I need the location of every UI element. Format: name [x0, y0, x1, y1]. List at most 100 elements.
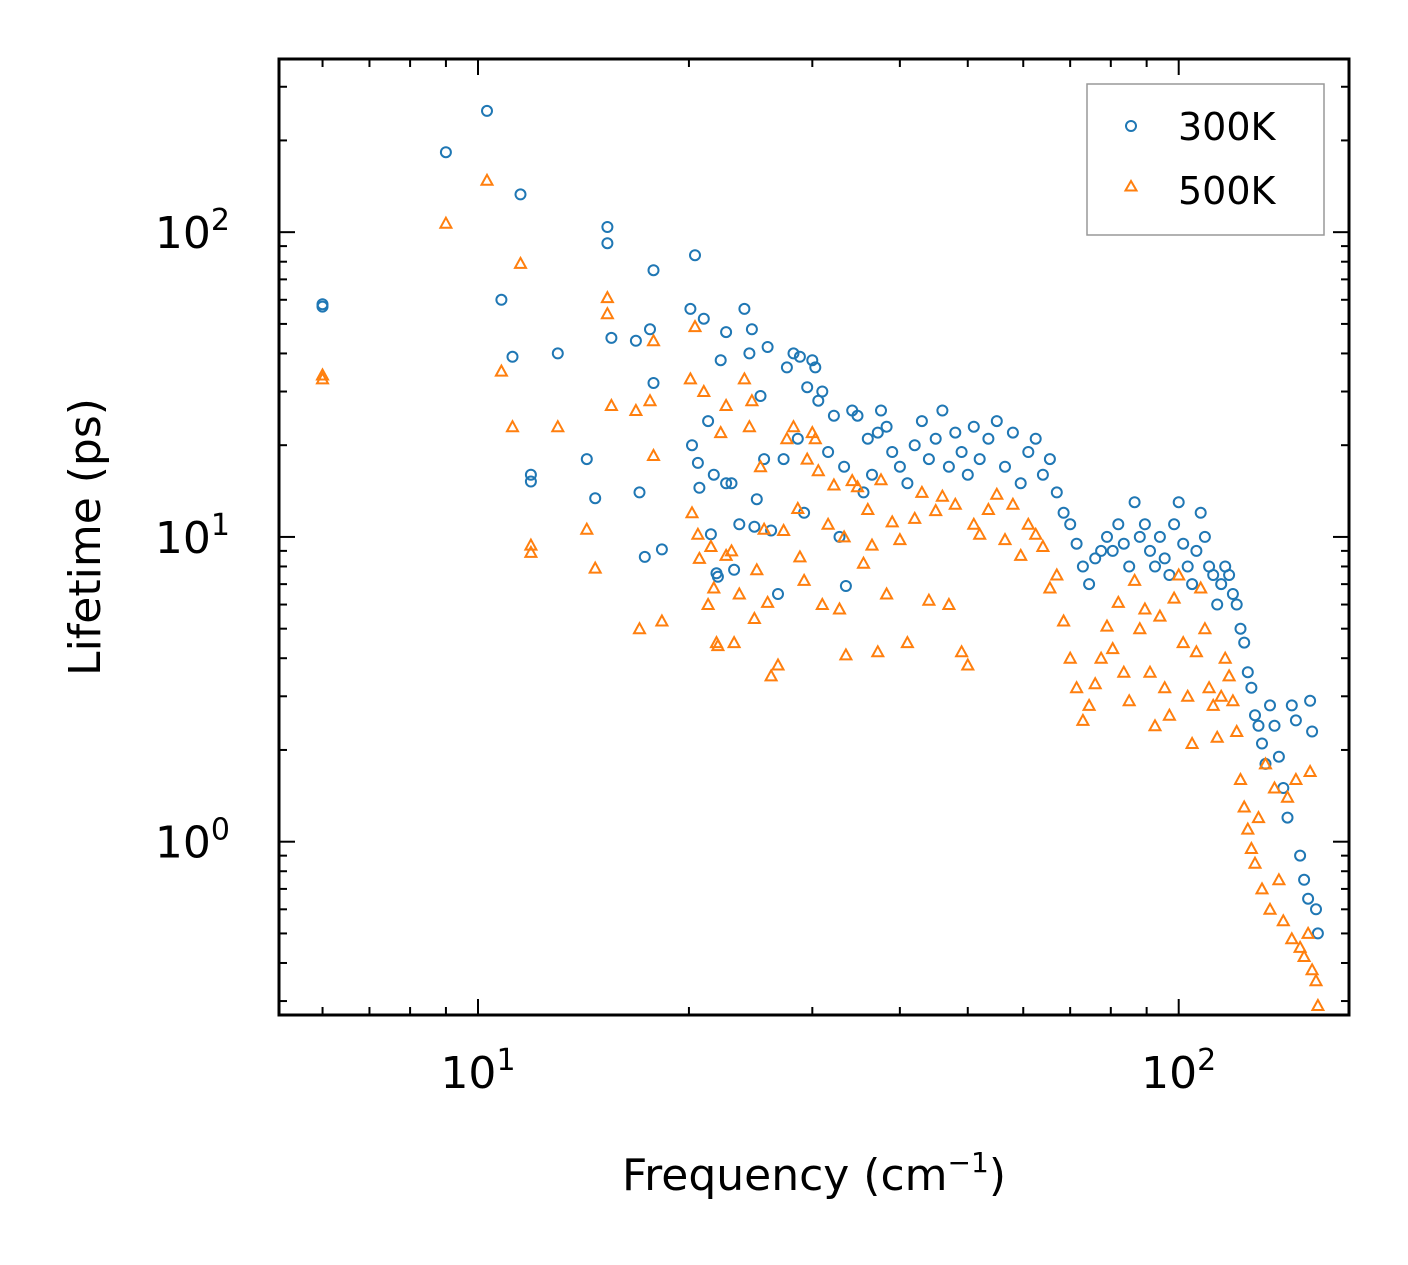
point-300k-102 [1089, 552, 1102, 565]
point-500k-18 [646, 333, 661, 347]
point-500k-151 [1304, 962, 1320, 976]
point-500k-113 [1152, 608, 1168, 622]
point-300k-8 [524, 475, 537, 488]
point-500k-13 [600, 306, 615, 320]
point-500k-14 [604, 397, 619, 411]
point-300k-73 [886, 446, 899, 458]
point-300k-117 [1168, 518, 1181, 531]
point-500k-69 [870, 644, 885, 658]
legend-300k-label: 300K [1178, 105, 1277, 149]
point-300k-34 [720, 326, 733, 339]
point-300k-63 [838, 460, 851, 473]
point-500k-130 [1225, 693, 1241, 707]
point-300k-57 [809, 361, 822, 374]
point-300k-12 [601, 221, 614, 233]
point-300k-148 [1294, 849, 1307, 862]
point-300k-30 [707, 468, 720, 481]
point-500k-146 [1288, 771, 1304, 785]
point-300k-89 [999, 460, 1011, 473]
point-500k-139 [1258, 756, 1273, 770]
point-500k-104 [1105, 641, 1120, 655]
point-300k-134 [1238, 636, 1251, 649]
point-500k-102 [1093, 650, 1109, 664]
point-300k-115 [1158, 552, 1171, 565]
point-500k-26 [696, 383, 711, 397]
y-axis-label: Lifetime (ps) [60, 398, 111, 676]
point-500k-77 [921, 592, 937, 606]
point-500k-24 [690, 526, 706, 540]
point-500k-19 [646, 447, 661, 461]
point-300k-99 [1070, 537, 1083, 550]
point-500k-52 [792, 549, 808, 563]
point-500k-70 [873, 472, 889, 486]
series-300k [316, 104, 1324, 940]
point-300k-47 [765, 524, 778, 537]
point-500k-85 [972, 526, 987, 540]
point-300k-153 [1310, 903, 1322, 916]
point-500k-142 [1271, 872, 1287, 886]
point-500k-148 [1296, 948, 1312, 962]
point-500k-4 [494, 363, 509, 377]
point-500k-64 [845, 473, 860, 487]
y-tick-label-2: 102 [155, 203, 230, 259]
point-300k-46 [761, 341, 774, 353]
point-500k-134 [1240, 821, 1255, 835]
legend-box [1086, 83, 1325, 236]
x-tick-label-exponent: 1 [496, 1043, 515, 1078]
point-500k-121 [1189, 644, 1204, 658]
point-300k-33 [714, 354, 727, 367]
point-500k-152 [1308, 973, 1324, 987]
point-500k-43 [753, 459, 768, 473]
point-500k-27 [700, 596, 716, 610]
point-300k-97 [1057, 506, 1070, 519]
point-300k-18 [644, 323, 656, 336]
point-300k-59 [816, 385, 829, 398]
x-tick-label-base: 10 [1141, 1048, 1197, 1099]
point-500k-124 [1201, 680, 1217, 694]
point-500k-44 [756, 521, 772, 535]
point-300k-130 [1223, 569, 1236, 581]
point-300k-94 [1036, 468, 1049, 481]
point-300k-29 [704, 528, 717, 541]
point-300k-44 [754, 390, 767, 402]
point-500k-63 [838, 647, 854, 661]
point-300k-37 [728, 563, 741, 576]
point-500k-135 [1244, 840, 1259, 854]
y-tick-label-base: 10 [155, 513, 211, 564]
point-500k-97 [1063, 650, 1078, 664]
point-300k-108 [1123, 560, 1136, 573]
point-500k-137 [1251, 810, 1266, 824]
point-300k-139 [1256, 737, 1268, 750]
point-300k-41 [745, 323, 758, 336]
point-500k-40 [744, 393, 760, 407]
point-500k-89 [1005, 496, 1021, 510]
point-500k-88 [997, 532, 1013, 546]
legend-300k-marker [1125, 120, 1137, 132]
point-500k-6 [513, 255, 528, 269]
point-500k-153 [1310, 997, 1326, 1011]
point-300k-84 [961, 468, 974, 481]
point-500k-110 [1137, 601, 1153, 615]
point-300k-137 [1249, 709, 1261, 722]
point-500k-131 [1229, 723, 1244, 737]
point-500k-99 [1075, 712, 1091, 726]
point-500k-10 [579, 521, 594, 535]
point-300k-60 [822, 446, 835, 458]
point-500k-37 [732, 586, 747, 600]
point-500k-5 [505, 419, 520, 433]
point-500k-61 [832, 601, 847, 615]
x-axis-label: Frequency (cm−1) [622, 1146, 1006, 1201]
point-300k-1 [316, 300, 329, 313]
point-500k-35 [724, 543, 739, 557]
point-300k-61 [827, 409, 840, 422]
point-500k-56 [808, 431, 823, 445]
point-300k-50 [780, 361, 793, 374]
point-300k-28 [702, 415, 715, 428]
point-500k-8 [523, 544, 539, 558]
point-300k-20 [647, 377, 660, 389]
point-300k-116 [1163, 569, 1176, 581]
point-300k-16 [633, 486, 646, 499]
point-300k-42 [748, 520, 761, 533]
